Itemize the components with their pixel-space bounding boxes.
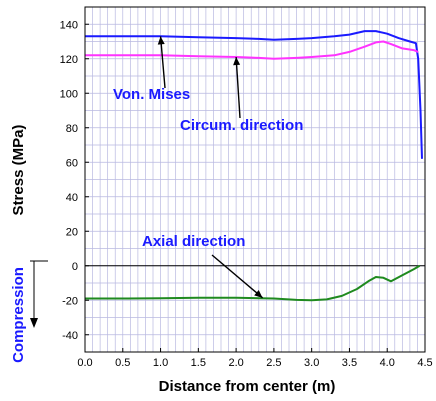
annotations: Von. Mises Circum. direction Axial directi…	[113, 36, 303, 299]
x-tick-label: 2.5	[266, 357, 281, 369]
series-layer	[85, 30, 423, 302]
x-tick-label: 1.5	[191, 357, 206, 369]
x-axis-label: Distance from center (m)	[159, 378, 336, 395]
y-tick-label: 20	[66, 226, 78, 238]
x-tick-label: 0.0	[77, 357, 92, 369]
y-axis-label: Stress (MPa)	[10, 125, 27, 216]
compression-indicator	[30, 260, 48, 328]
annotation-arrow-circum-direction	[235, 56, 241, 119]
x-tick-label: 1.0	[153, 357, 168, 369]
y-tick-label: 80	[66, 123, 78, 135]
annotation-von-mises: Von. Mises	[113, 86, 190, 103]
annotation-arrowhead-circum-direction	[233, 57, 241, 66]
annotation-arrow-von-mises	[159, 36, 166, 89]
x-tick-label: 0.5	[115, 357, 130, 369]
compression-arrow-head	[30, 318, 38, 328]
y-tick-label: 60	[66, 157, 78, 169]
y-tick-label: -20	[62, 295, 78, 307]
annotation-arrowhead-von-mises	[157, 36, 165, 45]
series-line-von-mises	[85, 30, 423, 159]
y-tick-label: 100	[60, 88, 78, 100]
y-tick-label: -40	[62, 330, 78, 342]
series-line-circum-direction	[85, 40, 419, 60]
plot-frame	[84, 6, 426, 353]
annotation-arrowhead-axial-direction	[254, 289, 263, 298]
compression-label: Compression	[10, 267, 27, 363]
y-tick-label: 140	[60, 19, 78, 31]
y-tick-label: 120	[60, 54, 78, 66]
annotation-arrow-axial-direction	[211, 254, 264, 299]
x-tick-label: 3.0	[304, 357, 319, 369]
y-tick-label: 0	[72, 261, 78, 273]
annotation-axial-direction: Axial direction	[142, 233, 245, 250]
x-tick-label: 4.5	[417, 357, 432, 369]
y-tick-label: 40	[66, 192, 78, 204]
x-tick-label: 3.5	[342, 357, 357, 369]
series-line-axial-direction	[85, 264, 421, 302]
tick-labels: 0.0 0.5 1.0 1.5 2.0 2.5 3.0 3.5 4.0 4.5 -40 -20 0 20 4…	[60, 19, 433, 369]
annotation-circum-direction: Circum. direction	[180, 117, 303, 134]
x-tick-label: 2.0	[228, 357, 243, 369]
x-tick-label: 4.0	[380, 357, 395, 369]
